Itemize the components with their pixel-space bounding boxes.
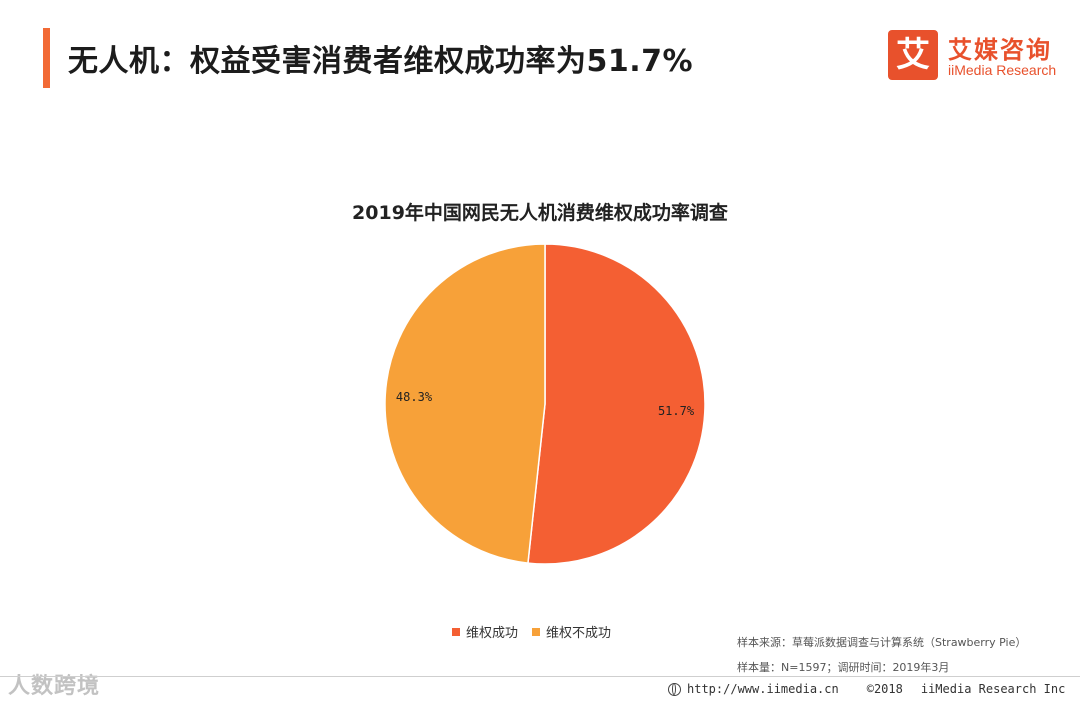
sample-size-note: 样本量：N=1597；调研时间：2019年3月	[737, 661, 950, 674]
legend-swatch-failure	[532, 627, 541, 636]
footer-url-link[interactable]: http://www.iimedia.cn	[687, 682, 839, 696]
footer-company: iiMedia Research Inc	[920, 682, 1066, 696]
globe-icon	[668, 682, 681, 696]
chart-legend: 维权成功 维权不成功	[452, 622, 611, 641]
pie-slice-label-0: 51.7%	[658, 404, 695, 418]
legend-item-success: 维权成功	[452, 622, 518, 641]
legend-swatch-success	[452, 627, 460, 636]
logo-name-en: iiMedia Research	[948, 62, 1057, 78]
title-accent-bar	[43, 28, 50, 88]
logo-mark-icon: 艾	[888, 30, 938, 80]
sample-source-note: 样本来源：草莓派数据调查与计算系统（Strawberry Pie）	[737, 636, 1027, 649]
pie-slice-label-1: 48.3%	[396, 390, 433, 404]
footer-copyright: ©2018	[866, 682, 903, 696]
legend-item-failure: 维权不成功	[532, 622, 611, 641]
legend-label-failure: 维权不成功	[546, 626, 612, 641]
page-title: 无人机：权益受害消费者维权成功率为51.7%	[68, 44, 694, 79]
watermark: 人数跨境	[8, 674, 101, 699]
footer-divider	[0, 676, 1080, 677]
legend-label-success: 维权成功	[466, 626, 519, 641]
chart-title: 2019年中国网民无人机消费维权成功率调查	[352, 202, 728, 224]
footer: http://www.iimedia.cn ©2018 iiMedia Rese…	[668, 682, 1065, 696]
iimedia-logo: 艾 艾媒咨询 iiMedia Research	[888, 30, 1068, 82]
logo-name-cn: 艾媒咨询	[948, 36, 1052, 64]
pie-slice-0	[527, 243, 706, 565]
pie-slice-1	[384, 243, 546, 564]
